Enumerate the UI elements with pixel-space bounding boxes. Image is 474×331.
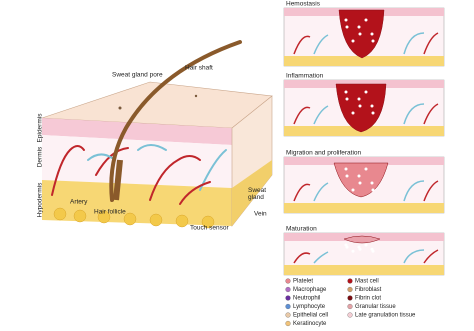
stage-panel: Maturation bbox=[283, 226, 445, 276]
legend-label: Platelet bbox=[293, 279, 313, 285]
cell bbox=[344, 90, 348, 94]
label: Sweat gland pore bbox=[112, 72, 163, 79]
legend-label: Fibrin clot bbox=[355, 296, 381, 302]
cell bbox=[364, 243, 368, 247]
legend-icon bbox=[285, 295, 291, 301]
vessel bbox=[403, 249, 425, 264]
hypodermis bbox=[284, 265, 444, 275]
layer-label: Dermis bbox=[37, 146, 44, 167]
label: Vein bbox=[254, 211, 267, 218]
legend-icon bbox=[285, 320, 291, 327]
legend-label: Late granulation tissue bbox=[355, 313, 416, 319]
cell bbox=[364, 90, 368, 94]
hypodermis bbox=[284, 203, 444, 213]
cell bbox=[344, 18, 348, 22]
legend-icon bbox=[285, 312, 291, 318]
legend-label: Neutrophil bbox=[293, 296, 320, 302]
legend-label: Keratinocyte bbox=[293, 321, 327, 327]
cell bbox=[371, 39, 375, 43]
legend-label: Granular tissue bbox=[355, 304, 396, 310]
cell bbox=[345, 245, 349, 249]
epidermis bbox=[284, 157, 444, 165]
vessel bbox=[403, 103, 425, 125]
stage-title: Hemostasis bbox=[286, 1, 321, 8]
label: Touch sensor bbox=[190, 225, 229, 232]
stage-title: Maturation bbox=[286, 226, 317, 233]
vessel bbox=[313, 182, 329, 202]
cell bbox=[358, 104, 362, 108]
cell bbox=[344, 167, 348, 171]
legend-icon bbox=[347, 295, 353, 301]
label: Sweat gland bbox=[248, 187, 266, 201]
cell bbox=[370, 104, 374, 108]
legend-icon bbox=[347, 303, 353, 310]
vessel bbox=[423, 103, 439, 125]
cell bbox=[351, 188, 355, 192]
cell bbox=[345, 25, 349, 29]
cell bbox=[364, 18, 368, 22]
hypodermis bbox=[284, 56, 444, 66]
label: Hair shaft bbox=[185, 65, 213, 72]
vessel bbox=[313, 251, 329, 264]
wound bbox=[333, 162, 389, 198]
cell bbox=[357, 174, 361, 178]
cell bbox=[370, 181, 374, 185]
cell bbox=[371, 188, 375, 192]
cell bbox=[358, 247, 362, 251]
legend-label: Lymphocyte bbox=[293, 304, 326, 310]
cell bbox=[370, 32, 374, 36]
cell bbox=[345, 174, 349, 178]
legend-label: Mast cell bbox=[355, 279, 379, 285]
wound bbox=[335, 83, 387, 133]
cell bbox=[351, 249, 355, 253]
cell bbox=[351, 111, 355, 115]
vessel bbox=[293, 252, 311, 264]
vessel bbox=[293, 106, 311, 125]
vessel bbox=[313, 105, 329, 125]
vessel bbox=[403, 32, 425, 55]
cell bbox=[371, 249, 375, 253]
stage-panel: Hemostasis bbox=[283, 1, 445, 67]
legend-icon bbox=[285, 303, 291, 310]
vessel bbox=[423, 249, 439, 264]
cell bbox=[364, 167, 368, 171]
vessel bbox=[313, 34, 329, 55]
vessel bbox=[293, 183, 311, 202]
cell bbox=[358, 32, 362, 36]
skin-block bbox=[41, 40, 273, 229]
stage-title: Inflammation bbox=[286, 73, 324, 80]
label: Artery bbox=[70, 199, 88, 206]
vessel bbox=[403, 180, 425, 202]
stage-panel: Migration and proliferation bbox=[283, 150, 445, 214]
vessel bbox=[423, 180, 439, 202]
cell bbox=[351, 39, 355, 43]
legend-icon bbox=[285, 278, 291, 284]
cell bbox=[357, 97, 361, 101]
layer-label: Epidermis bbox=[37, 113, 44, 143]
vessel bbox=[293, 35, 311, 55]
legend-label: Fibroblast bbox=[355, 287, 382, 293]
legend-icon bbox=[347, 312, 353, 318]
cell bbox=[358, 181, 362, 185]
legend-icon bbox=[347, 286, 353, 293]
cell bbox=[357, 25, 361, 29]
vessel bbox=[423, 32, 439, 55]
legend-icon bbox=[285, 286, 291, 293]
cell bbox=[345, 97, 349, 101]
cell bbox=[371, 111, 375, 115]
wound bbox=[343, 235, 381, 244]
layer-label: Hypodermis bbox=[37, 182, 44, 217]
stage-title: Migration and proliferation bbox=[286, 150, 362, 157]
stage-panel: Inflammation bbox=[283, 73, 445, 137]
legend-label: Epithelial cell bbox=[293, 313, 328, 319]
label: Hair follicle bbox=[94, 209, 126, 216]
legend-icon bbox=[347, 278, 353, 284]
legend-label: Macrophage bbox=[293, 287, 327, 293]
